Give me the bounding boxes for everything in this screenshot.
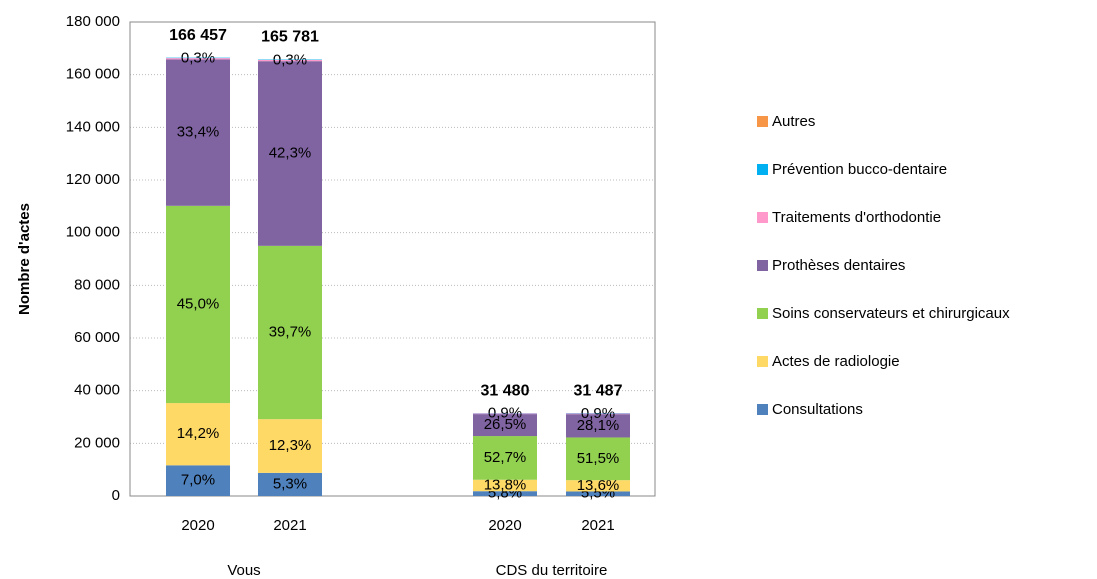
data-label: 14,2%	[177, 425, 220, 442]
bar-segment	[473, 479, 537, 492]
bar-segment	[473, 413, 537, 415]
data-label: 26,5%	[484, 416, 527, 433]
y-tick-label: 0	[112, 487, 120, 504]
y-tick-label: 160 000	[66, 66, 120, 83]
legend-swatch	[757, 356, 768, 367]
total-label: 165 781	[261, 29, 319, 46]
bar-segment	[258, 472, 322, 496]
legend-swatch	[757, 308, 768, 319]
legend-label: Actes de radiologie	[772, 353, 900, 370]
data-label: 12,3%	[269, 437, 312, 454]
y-tick-label: 120 000	[66, 171, 120, 188]
legend-label: Prévention bucco-dentaire	[772, 161, 947, 178]
data-label: 5,3%	[273, 475, 307, 492]
data-label: 39,7%	[269, 323, 312, 340]
bar-segment	[258, 419, 322, 473]
legend-swatch	[757, 404, 768, 415]
data-label: 28,1%	[577, 417, 620, 434]
plot-border	[129, 21, 656, 497]
legend-swatch	[757, 260, 768, 271]
bar-segment	[258, 245, 322, 420]
legend-label: Consultations	[772, 401, 863, 418]
x-tick-label: 2021	[273, 517, 306, 534]
data-label: 13,6%	[577, 477, 620, 494]
total-label: 166 457	[169, 27, 227, 44]
data-label: 42,3%	[269, 144, 312, 161]
bar-segment	[166, 465, 230, 496]
legend-label: Autres	[772, 113, 815, 130]
bar-segment	[258, 61, 322, 246]
data-label: 45,0%	[177, 295, 220, 312]
legend-label: Soins conservateurs et chirurgicaux	[772, 305, 1010, 322]
bar-segment	[566, 437, 630, 481]
bar-segment	[166, 403, 230, 466]
bar-segment	[566, 414, 630, 438]
x-tick-label: 2020	[488, 517, 521, 534]
x-tick-label: 2021	[581, 517, 614, 534]
bar-segment	[473, 414, 537, 437]
data-label: 0,3%	[273, 52, 307, 69]
y-tick-label: 20 000	[74, 434, 120, 451]
bar-segment	[473, 436, 537, 480]
legend-swatch	[757, 116, 768, 127]
legend-swatch	[757, 164, 768, 175]
bar-segment	[566, 480, 630, 492]
y-tick-label: 180 000	[66, 13, 120, 30]
y-tick-label: 140 000	[66, 118, 120, 135]
total-label: 31 480	[481, 382, 530, 399]
legend-label: Prothèses dentaires	[772, 257, 905, 274]
bar-segment	[258, 59, 322, 62]
data-label: 33,4%	[177, 124, 220, 141]
bar-segment	[166, 205, 230, 404]
group-label: CDS du territoire	[496, 562, 608, 579]
y-tick-label: 40 000	[74, 382, 120, 399]
legend-label: Traitements d'orthodontie	[772, 209, 941, 226]
legend-swatch	[757, 212, 768, 223]
y-tick-label: 100 000	[66, 224, 120, 241]
data-label: 0,3%	[181, 50, 215, 67]
bar-segment	[166, 58, 230, 60]
data-label: 52,7%	[484, 449, 527, 466]
bar-segment	[566, 491, 630, 496]
y-tick-label: 60 000	[74, 329, 120, 346]
total-label: 31 487	[574, 382, 623, 399]
y-tick-label: 80 000	[74, 276, 120, 293]
data-label: 7,0%	[181, 472, 215, 489]
group-label: Vous	[227, 562, 260, 579]
x-tick-label: 2020	[181, 517, 214, 534]
y-axis-label: Nombre d'actes	[16, 203, 33, 315]
data-label: 51,5%	[577, 450, 620, 467]
data-label: 13,8%	[484, 476, 527, 493]
bar-segment	[473, 491, 537, 496]
bar-segment	[566, 413, 630, 415]
bar-segment	[166, 59, 230, 206]
